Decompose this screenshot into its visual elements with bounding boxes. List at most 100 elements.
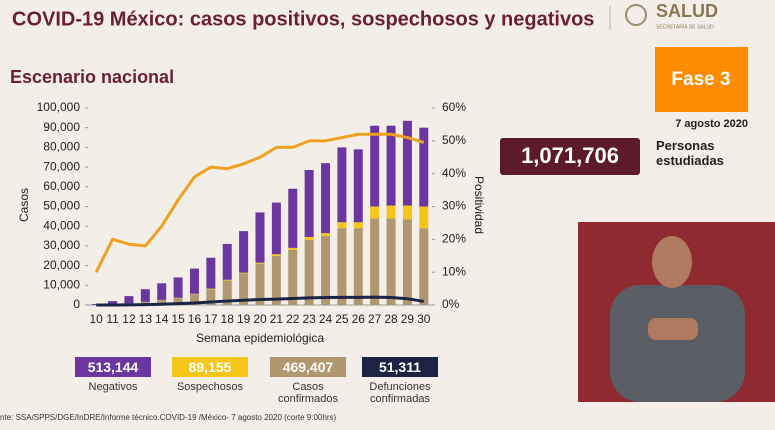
bar-segment <box>271 255 281 305</box>
bar-segment <box>255 263 265 305</box>
bar-segment <box>304 237 314 240</box>
x-tick-label: 17 <box>204 312 218 326</box>
bar-segment <box>402 205 412 220</box>
bar-segment <box>304 239 314 305</box>
logo-text: SALUD <box>656 1 718 21</box>
bar-segment <box>271 254 281 256</box>
people-box <box>500 138 640 175</box>
people-count: 1,071,706 <box>521 143 619 168</box>
x-tick-label: 10 <box>90 312 104 326</box>
source: nte: SSA/SPPS/DGE/InDRE/Informe técnico.… <box>0 413 336 422</box>
y2-tick-label: 30% <box>442 199 466 213</box>
y-tick-label: 0 <box>73 297 80 311</box>
x-tick-label: 12 <box>122 312 136 326</box>
bar-segment <box>239 272 249 274</box>
x-tick-label: 30 <box>417 312 431 326</box>
bar-segment <box>222 279 232 281</box>
x-tick-label: 29 <box>401 312 415 326</box>
line <box>94 132 425 273</box>
legend-total: 513,144 <box>75 357 151 377</box>
bar-segment <box>353 222 363 229</box>
y-tick-label: 30,000 <box>43 238 80 252</box>
x-tick-label: 18 <box>221 312 235 326</box>
x-tick-label: 16 <box>188 312 202 326</box>
people-label-box: Personas estudiadas <box>656 138 724 168</box>
legend-label: Sospechosos <box>176 381 244 393</box>
x-tick-label: 28 <box>384 312 398 326</box>
x-tick-label: 23 <box>302 312 316 326</box>
y2-tick-label: 60% <box>442 100 466 114</box>
bar-segment <box>419 206 429 229</box>
bar-segment <box>321 236 331 305</box>
y2-tick-label: 10% <box>442 264 466 278</box>
bar-segment <box>189 268 199 294</box>
bar-segment <box>288 249 298 305</box>
x-tick-label: 24 <box>319 312 333 326</box>
bar-segment <box>157 283 167 300</box>
x-tick-label: 13 <box>139 312 153 326</box>
legend-total: 469,407 <box>270 357 346 377</box>
bar-segment <box>353 228 363 305</box>
bar-segment <box>255 212 265 263</box>
bar-segment <box>255 262 265 264</box>
y-tick-label: 90,000 <box>43 120 80 134</box>
bar-segment <box>337 147 347 223</box>
bar-segment <box>321 233 331 237</box>
x-tick-label: 20 <box>253 312 267 326</box>
y-axis-label: Casos <box>17 188 31 222</box>
bar-segment <box>337 228 347 305</box>
bar-segment <box>189 294 199 305</box>
y-tick-label: 40,000 <box>43 218 80 232</box>
bar-segment <box>140 289 150 302</box>
y-tick-label: 70,000 <box>43 159 80 173</box>
x-tick-label: 11 <box>106 312 119 326</box>
bar-segment <box>304 170 314 238</box>
y2-axis-label: Positividad <box>472 176 486 234</box>
x-tick-label: 22 <box>286 312 300 326</box>
x-axis-label: Semana epidemiológica <box>196 331 324 345</box>
bar-segment <box>370 218 380 305</box>
bar-segment <box>239 273 249 305</box>
bar-segment <box>402 219 412 305</box>
legend-label: Negativos <box>88 381 138 393</box>
bar-segment <box>288 188 298 248</box>
person-hands <box>648 318 698 340</box>
bar-segment <box>402 120 412 206</box>
y-tick-label: 50,000 <box>43 199 80 213</box>
x-tick-label: 25 <box>335 312 349 326</box>
bar-segment <box>173 298 183 305</box>
bar-segment <box>321 163 331 234</box>
y2-tick-label: 50% <box>442 133 466 147</box>
legend-label: Defunciones confirmadas <box>369 381 431 405</box>
y2-tick-label: 40% <box>442 166 466 180</box>
logo-emblem <box>625 4 647 26</box>
legend-label: Casos confirmados <box>278 381 338 405</box>
x-tick-label: 15 <box>171 312 185 326</box>
bar-segment <box>157 300 167 305</box>
x-tick-label: 26 <box>352 312 366 326</box>
y-tick-label: 100,000 <box>37 100 81 114</box>
bar-segment <box>386 125 396 206</box>
date: 7 agosto 2020 <box>675 118 748 130</box>
phase-box <box>655 47 748 112</box>
title: COVID-19 México: casos positivos, sospec… <box>12 8 594 30</box>
legend-total: 89,155 <box>172 357 248 377</box>
people-label: Personas estudiadas <box>656 138 724 168</box>
bar-segment <box>353 149 363 223</box>
bar-segment <box>419 127 429 207</box>
bar-segment <box>124 296 134 304</box>
person-body <box>610 285 745 402</box>
bar-segment <box>222 280 232 305</box>
y-tick-label: 20,000 <box>43 258 80 272</box>
bar-segment <box>386 218 396 305</box>
bar-segment <box>288 247 298 250</box>
y2-tick-label: 0% <box>442 297 460 311</box>
bar-segment <box>419 228 429 305</box>
x-tick-label: 21 <box>270 312 284 326</box>
y-tick-label: 80,000 <box>43 140 80 154</box>
legend-total: 51,311 <box>362 357 438 377</box>
bar-segment <box>173 277 183 298</box>
bar-segment <box>206 288 216 290</box>
